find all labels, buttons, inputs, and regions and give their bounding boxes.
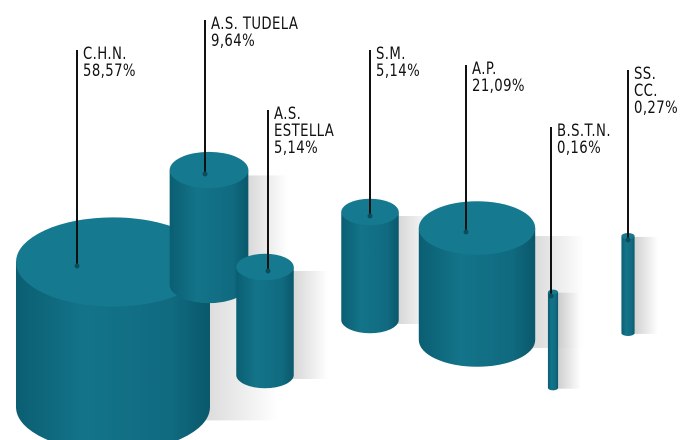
cylinder-top xyxy=(547,289,559,295)
data-label: A.S. TUDELA 9,64% xyxy=(211,16,298,50)
value-label: 0,16% xyxy=(557,138,602,158)
cylinder xyxy=(16,217,210,440)
category-label: SS. CC. xyxy=(634,64,658,101)
value-label: 5,14% xyxy=(274,138,319,158)
leader-dot xyxy=(367,213,373,219)
data-label: SS. CC. 0,27% xyxy=(634,66,678,117)
leader-dot xyxy=(625,237,631,243)
category-label: C.H.N. xyxy=(83,44,127,64)
data-label: C.H.N. 58,57% xyxy=(83,46,136,80)
value-label: 58,57% xyxy=(83,61,136,81)
shadow xyxy=(631,236,658,334)
value-label: 21,09% xyxy=(472,76,525,96)
data-label: S.M. 5,14% xyxy=(376,46,420,80)
category-label: B.S.T.N. xyxy=(557,121,611,141)
leader-dot xyxy=(265,268,271,274)
category-label: A.S. TUDELA xyxy=(211,14,299,34)
cylinder-top xyxy=(16,217,210,307)
cylinder-body xyxy=(169,170,249,304)
cylinder-body xyxy=(16,262,210,440)
cylinder xyxy=(547,289,559,391)
data-label: A.S. ESTELLA 5,14% xyxy=(274,106,334,157)
value-label: 5,14% xyxy=(376,61,421,81)
value-label: 9,64% xyxy=(211,31,256,51)
value-label: 0,27% xyxy=(634,98,679,118)
category-label: S.M. xyxy=(376,44,406,64)
cylinder-body xyxy=(621,236,635,337)
data-label: B.S.T.N. 0,16% xyxy=(557,123,611,157)
cylinder-body xyxy=(547,292,559,391)
leader-dot xyxy=(548,293,554,299)
cylinder xyxy=(169,151,249,304)
cylinder-body xyxy=(418,228,536,367)
cylinder-body xyxy=(236,267,294,389)
cylinder-top xyxy=(418,201,536,255)
data-label: A.P. 21,09% xyxy=(472,61,525,95)
leader-dot xyxy=(74,263,80,269)
leader-dot xyxy=(463,229,469,235)
cylinder xyxy=(236,253,294,389)
category-label: A.S. ESTELLA xyxy=(274,104,335,141)
cylinder xyxy=(341,198,399,334)
cylinder-top xyxy=(236,253,294,281)
leader-dot xyxy=(202,171,208,177)
shadow xyxy=(556,292,581,389)
cylinder xyxy=(621,232,635,337)
cylinder xyxy=(418,201,536,367)
cylinder-body xyxy=(341,212,399,334)
cylinder-top xyxy=(169,151,249,189)
category-label: A.P. xyxy=(472,59,497,79)
